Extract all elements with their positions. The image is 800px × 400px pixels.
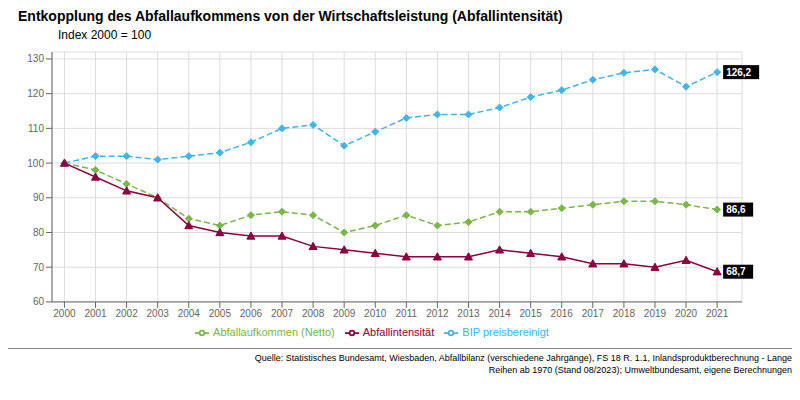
svg-text:2002: 2002 [115,308,138,319]
svg-text:2012: 2012 [426,308,449,319]
svg-text:2021: 2021 [706,308,729,319]
svg-text:2017: 2017 [582,308,605,319]
svg-text:2005: 2005 [209,308,232,319]
svg-text:2016: 2016 [551,308,574,319]
svg-text:2006: 2006 [240,308,263,319]
svg-text:2007: 2007 [271,308,294,319]
svg-text:2004: 2004 [178,308,201,319]
svg-text:2009: 2009 [333,308,356,319]
svg-text:2015: 2015 [520,308,543,319]
svg-text:2000: 2000 [53,308,76,319]
svg-text:2020: 2020 [675,308,698,319]
svg-text:68,7: 68,7 [726,266,746,277]
svg-text:2008: 2008 [302,308,325,319]
html-text:Abfallintensität: Abfallintensität [362,325,435,338]
svg-text:2018: 2018 [613,308,636,319]
svg-text:70: 70 [33,262,45,273]
html-text:Abfallaufkommen (Netto): Abfallaufkommen (Netto) [213,325,335,338]
svg-text:130: 130 [27,53,44,64]
svg-text:80: 80 [33,227,45,238]
html-text:Reihen ab 1970 (Stand 08/2023): Reihen ab 1970 (Stand 08/2023); Umweltbu… [488,365,792,375]
html-text:BIP preisbereinigt: BIP preisbereinigt [462,325,549,338]
svg-text:120: 120 [27,88,44,99]
html-text:Quelle: Statistisches Bundesam: Quelle: Statistisches Bundesamt, Wiesbad… [254,353,792,363]
svg-text:100: 100 [27,158,44,169]
svg-text:90: 90 [33,192,45,203]
svg-text:86,6: 86,6 [726,204,746,215]
svg-text:2011: 2011 [396,308,418,319]
svg-text:2010: 2010 [364,308,387,319]
svg-text:126,2: 126,2 [726,67,751,78]
svg-text:2001: 2001 [84,308,107,319]
svg-text:2003: 2003 [147,308,170,319]
svg-text:2013: 2013 [457,308,480,319]
html-text:Entkopplung des Abfallaufkomme: Entkopplung des Abfallaufkommens von der… [18,8,563,24]
svg-text:60: 60 [33,296,45,307]
svg-text:2014: 2014 [488,308,511,319]
html-text:Index 2000 = 100: Index 2000 = 100 [58,28,152,42]
svg-text:2019: 2019 [644,308,667,319]
svg-text:110: 110 [28,123,44,134]
